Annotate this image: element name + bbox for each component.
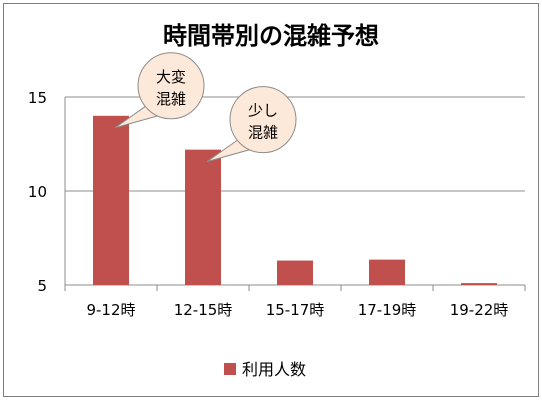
- chart-title: 時間帯別の混雑予想: [163, 22, 379, 50]
- legend-swatch: [224, 363, 236, 375]
- callout-text: 大変混雑: [156, 68, 186, 108]
- y-tick-label: 10: [28, 183, 47, 201]
- x-tick-label: 12-15時: [174, 301, 233, 319]
- bar: [185, 149, 221, 285]
- bar: [369, 259, 405, 285]
- callout-fill: [231, 87, 295, 152]
- bar: [277, 260, 313, 285]
- x-tick-label: 9-12時: [86, 301, 135, 319]
- bar: [93, 115, 129, 285]
- bar: [461, 283, 497, 285]
- y-tick-label: 15: [28, 89, 47, 107]
- y-tick-label: 5: [37, 277, 47, 295]
- callout-fill: [139, 53, 203, 118]
- legend-label: 利用人数: [242, 360, 306, 379]
- callout-text: 少し混雑: [248, 102, 278, 142]
- x-tick-label: 15-17時: [266, 301, 325, 319]
- chart-frame: [3, 3, 539, 397]
- x-tick-label: 19-22時: [450, 301, 509, 319]
- x-tick-label: 17-19時: [358, 301, 417, 319]
